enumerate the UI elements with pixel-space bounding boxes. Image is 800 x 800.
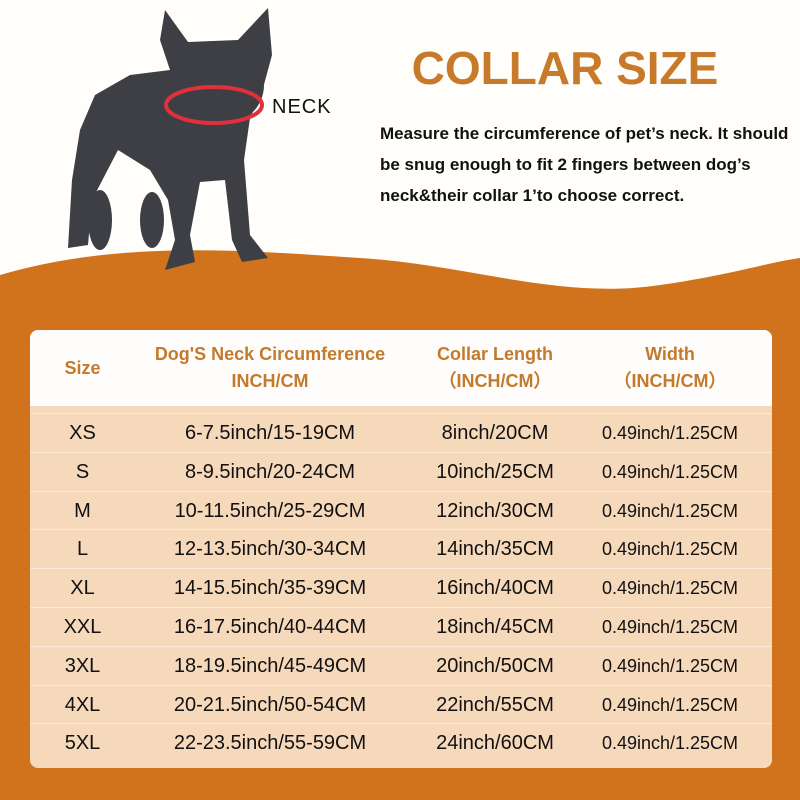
- cell-size: XXL: [63, 616, 102, 638]
- measure-instructions: Measure the circumference of pet’s neck.…: [380, 124, 789, 205]
- cell-size: 5XL: [64, 732, 101, 755]
- cell-length: 22inch/55CM: [436, 693, 554, 716]
- size-table: Size Dog'S Neck Circumference INCH/CM Col…: [30, 330, 772, 768]
- table-row: 4XL 20-21.5inch/50-54CM 22inch/55CM 0.49inc…: [30, 684, 772, 724]
- table-row: 3XL 18-19.5inch/45-49CM 20inch/50CM 0.49inc…: [30, 645, 772, 685]
- cell-length: 12inch/30CM: [436, 499, 554, 522]
- cell-neck: 18-19.5inch/45-49CM: [173, 654, 367, 677]
- cell-size: XL: [70, 577, 95, 600]
- cell-width: 0.49inch/1.25CM: [601, 461, 739, 482]
- header-size: Size: [35, 330, 130, 406]
- cell-neck: 6-7.5inch/15-19CM: [184, 422, 356, 444]
- table-row: XS 6-7.5inch/15-19CM 8inch/20CM 0.49inch/1.…: [30, 413, 772, 452]
- cell-neck: 22-23.5inch/55-59CM: [173, 732, 367, 755]
- cell-length: 18inch/45CM: [436, 616, 554, 638]
- cell-length: 20inch/50CM: [436, 654, 554, 677]
- cell-size: 3XL: [64, 654, 101, 677]
- cell-neck: 14-15.5inch/35-39CM: [173, 577, 367, 600]
- header-width-line2: （INCH/CM）: [613, 371, 727, 391]
- table-row: M 10-11.5inch/25-29CM 12inch/30CM 0.49inch/…: [30, 490, 772, 530]
- header-size-label: Size: [64, 357, 101, 378]
- cell-size: L: [76, 538, 89, 561]
- cell-neck: 8-9.5inch/20-24CM: [184, 460, 356, 483]
- cell-width: 0.49inch/1.25CM: [601, 423, 739, 443]
- cell-length: 14inch/35CM: [436, 538, 554, 561]
- cell-width: 0.49inch/1.25CM: [601, 500, 739, 521]
- cell-length: 10inch/25CM: [436, 460, 554, 483]
- table-row: S 8-9.5inch/20-24CM 10inch/25CM 0.49inch/1.…: [30, 451, 772, 491]
- cell-width: 0.49inch/1.25CM: [601, 578, 739, 599]
- cell-width: 0.49inch/1.25CM: [601, 694, 739, 715]
- header-neck-line2: INCH/CM: [231, 371, 309, 391]
- cell-size: M: [74, 499, 91, 522]
- table-row: XXL 16-17.5inch/40-44CM 18inch/45CM 0.49inc…: [30, 607, 772, 646]
- header-length-line2: （INCH/CM）: [438, 371, 552, 391]
- cell-length: 8inch/20CM: [441, 422, 549, 444]
- header-neck: Dog'S Neck Circumference INCH/CM: [130, 330, 410, 406]
- neck-label: NECK: [272, 96, 332, 118]
- table-header: Size Dog'S Neck Circumference INCH/CM Col…: [30, 330, 772, 406]
- cell-width: 0.49inch/1.25CM: [601, 733, 739, 754]
- cell-size: 4XL: [64, 693, 101, 716]
- cell-neck: 16-17.5inch/40-44CM: [173, 616, 367, 638]
- header-neck-line1: Dog'S Neck Circumference: [154, 344, 386, 364]
- table-row: 5XL 22-23.5inch/55-59CM 24inch/60CM 0.49inc…: [30, 723, 772, 762]
- header-width: Width （INCH/CM）: [580, 330, 760, 406]
- french-bulldog-image: [68, 8, 272, 270]
- cell-neck: 12-13.5inch/30-34CM: [173, 538, 367, 561]
- table-row: XL 14-15.5inch/35-39CM 16inch/40CM 0.49inch…: [30, 568, 772, 607]
- cell-length: 24inch/60CM: [436, 732, 554, 755]
- cell-length: 16inch/40CM: [436, 577, 554, 600]
- cell-size: S: [75, 460, 90, 483]
- cell-neck: 20-21.5inch/50-54CM: [173, 693, 367, 716]
- page-title: COLLAR SIZE: [411, 42, 719, 94]
- cell-width: 0.49inch/1.25CM: [601, 539, 739, 560]
- cell-width: 0.49inch/1.25CM: [601, 655, 739, 676]
- cell-size: XS: [69, 422, 96, 444]
- header-length-line1: Collar Length: [437, 344, 553, 364]
- header-width-line1: Width: [645, 344, 695, 364]
- header-length: Collar Length （INCH/CM）: [415, 330, 575, 406]
- cell-neck: 10-11.5inch/25-29CM: [174, 499, 366, 522]
- table-row: L 12-13.5inch/30-34CM 14inch/35CM 0.49inch/…: [30, 529, 772, 568]
- cell-width: 0.49inch/1.25CM: [601, 617, 739, 637]
- collar-marker: [164, 85, 264, 125]
